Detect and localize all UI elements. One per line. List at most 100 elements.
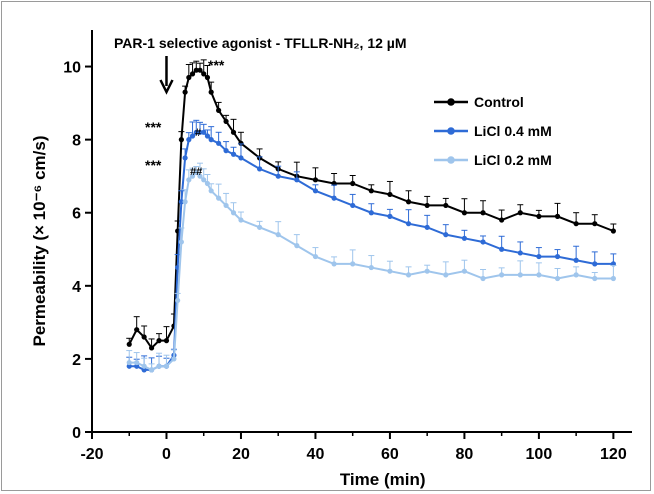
x-tick-label: 100 xyxy=(526,446,553,463)
data-point xyxy=(275,173,281,179)
data-point xyxy=(223,148,229,154)
data-point xyxy=(134,359,140,366)
annotations: PAR-1 selective agonist - TFLLR-NH₂, 12 … xyxy=(114,35,407,178)
data-point xyxy=(592,261,598,267)
data-point xyxy=(256,224,263,230)
data-point xyxy=(175,297,181,304)
legend-label: LiCl 0.4 mM xyxy=(474,123,552,139)
significance-mark: *** xyxy=(145,157,162,173)
data-point xyxy=(368,264,374,271)
data-point xyxy=(461,210,468,216)
data-point xyxy=(573,221,579,227)
series-layer xyxy=(126,59,617,373)
legend-label: Control xyxy=(474,94,524,110)
data-point xyxy=(405,272,412,278)
data-point xyxy=(294,243,300,249)
axes: 0 2 4 6 8 10 -20 0 20 40 60 80 100 120 Time (min) Perme… xyxy=(30,30,632,489)
data-point xyxy=(126,363,132,369)
data-point xyxy=(517,272,523,278)
legend-label: LiCl 0.2 mM xyxy=(474,152,552,168)
legend: Control LiCl 0.4 mM LiCl 0.2 mM xyxy=(434,94,552,168)
data-point xyxy=(134,327,140,333)
data-point xyxy=(216,195,222,201)
data-point xyxy=(443,272,449,278)
data-point xyxy=(256,166,263,172)
data-point xyxy=(368,210,374,216)
significance-mark: *** xyxy=(208,57,225,73)
data-point xyxy=(294,177,300,183)
data-point xyxy=(189,133,196,139)
data-point xyxy=(230,210,237,216)
data-point xyxy=(554,253,561,260)
data-point xyxy=(517,250,523,256)
y-tick-label: 10 xyxy=(63,60,81,77)
data-point xyxy=(171,356,177,362)
data-point xyxy=(238,155,244,161)
significance-mark: # xyxy=(195,127,201,139)
data-point xyxy=(350,261,356,267)
data-point xyxy=(201,177,207,183)
data-point xyxy=(368,188,374,194)
data-point xyxy=(208,137,214,143)
data-point xyxy=(208,188,214,194)
data-point xyxy=(573,257,579,263)
data-point xyxy=(499,246,505,252)
data-point xyxy=(424,202,430,209)
data-point xyxy=(223,202,229,209)
data-point xyxy=(189,173,196,179)
data-point xyxy=(134,363,140,369)
significance-mark: *** xyxy=(145,119,162,135)
data-point xyxy=(126,359,132,366)
data-point xyxy=(443,202,449,209)
data-point xyxy=(178,137,184,143)
data-point xyxy=(443,232,449,238)
data-point xyxy=(189,71,196,77)
data-point xyxy=(350,180,356,187)
data-point xyxy=(312,188,319,194)
data-point xyxy=(156,338,162,344)
data-point xyxy=(230,151,237,157)
data-point xyxy=(230,129,237,135)
data-point xyxy=(387,268,393,274)
data-point xyxy=(610,275,616,282)
data-point xyxy=(312,177,319,183)
x-tick-label: -20 xyxy=(80,446,103,463)
data-point xyxy=(163,338,170,344)
x-axis-title: Time (min) xyxy=(340,470,426,489)
x-tick-label: 0 xyxy=(162,446,171,463)
legend-swatch-marker xyxy=(447,98,455,106)
agonist-arrow-head xyxy=(159,79,174,95)
agonist-annotation: PAR-1 selective agonist - TFLLR-NH₂, 12 … xyxy=(114,35,407,51)
data-point xyxy=(312,253,319,260)
data-point xyxy=(204,180,211,187)
data-point xyxy=(499,217,505,223)
data-point xyxy=(461,235,468,241)
legend-item-licl-0-4-mm: LiCl 0.4 mM xyxy=(434,123,552,139)
data-point xyxy=(193,169,199,176)
legend-item-licl-0-2-mm: LiCl 0.2 mM xyxy=(434,152,552,168)
data-point xyxy=(141,334,147,340)
data-point xyxy=(554,213,561,219)
data-point xyxy=(197,129,203,135)
data-point xyxy=(186,137,192,143)
data-point xyxy=(126,341,132,347)
y-tick-label: 6 xyxy=(72,206,81,223)
data-point xyxy=(141,367,147,373)
data-point xyxy=(592,275,598,282)
y-tick-label: 4 xyxy=(72,279,81,296)
data-point xyxy=(573,272,579,278)
data-point xyxy=(204,133,211,139)
data-point xyxy=(554,275,561,282)
data-point xyxy=(610,228,616,234)
y-tick-label: 0 xyxy=(72,425,81,442)
data-point xyxy=(350,202,356,209)
data-point xyxy=(387,191,393,198)
legend-swatch-marker xyxy=(447,156,455,164)
data-point xyxy=(216,107,222,113)
y-tick-label: 8 xyxy=(72,133,81,150)
data-point xyxy=(182,199,188,205)
data-point xyxy=(424,268,430,274)
data-point xyxy=(405,221,412,227)
